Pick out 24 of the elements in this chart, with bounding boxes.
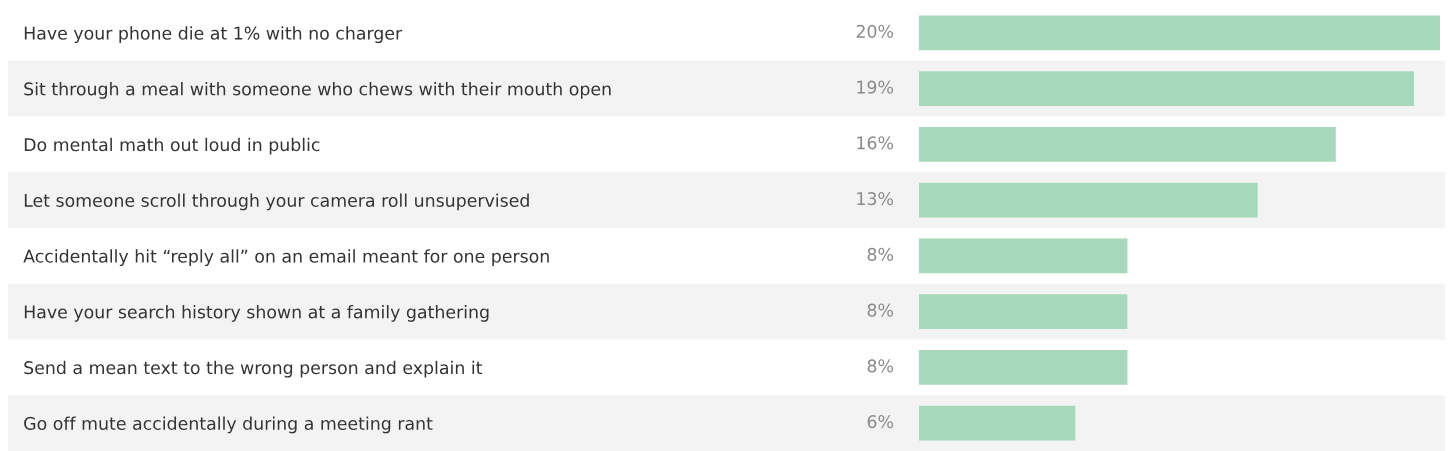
bar bbox=[919, 294, 1128, 329]
data-label: 19% bbox=[857, 80, 894, 94]
data-label: 6% bbox=[867, 415, 894, 429]
bar bbox=[919, 71, 1414, 106]
y-tick-label: Have your phone die at 1% with no charger bbox=[24, 26, 403, 44]
y-tick-label: Sit through a meal with someone who chews with their mouth open bbox=[24, 82, 611, 99]
bar bbox=[919, 127, 1336, 162]
data-label: 13% bbox=[857, 192, 894, 206]
y-tick-label: Let someone scroll through your camera roll unsupervised bbox=[24, 193, 529, 211]
y-tick-label: Accidentally hit “reply all” on an email meant for one person bbox=[23, 249, 549, 267]
y-tick-label: Send a mean text to the wrong person and explain it bbox=[24, 360, 483, 378]
bar bbox=[919, 15, 1440, 51]
data-label: 16% bbox=[857, 136, 894, 150]
y-tick-label: Do mental math out loud in public bbox=[24, 137, 320, 155]
bar bbox=[919, 238, 1128, 274]
y-tick-label: Have your search history shown at a family gathering bbox=[24, 305, 489, 322]
data-label: 8% bbox=[867, 247, 894, 261]
data-label: 20% bbox=[856, 24, 894, 38]
y-tick-label: Go off mute accidentally during a meeting rant bbox=[24, 416, 433, 434]
bar bbox=[919, 182, 1258, 218]
data-label: 8% bbox=[867, 359, 894, 373]
data-label: 8% bbox=[867, 303, 894, 317]
bar bbox=[919, 350, 1128, 385]
bar bbox=[919, 405, 1076, 441]
